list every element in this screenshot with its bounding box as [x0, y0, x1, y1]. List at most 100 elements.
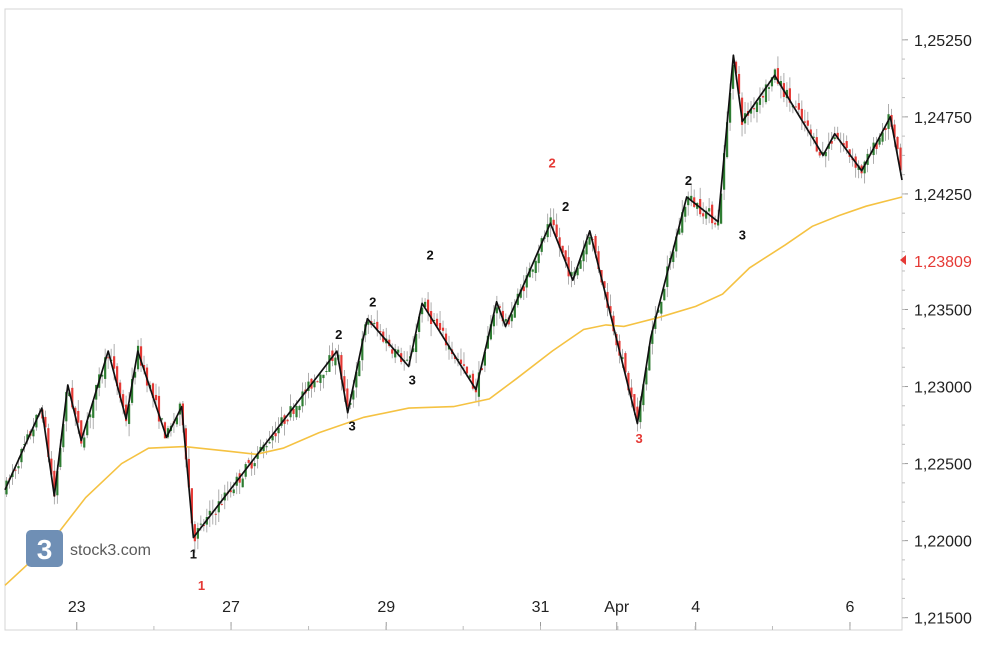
candle-body: [818, 151, 821, 156]
candle-body: [752, 108, 756, 110]
candle-body: [525, 275, 528, 288]
candle-body: [208, 510, 211, 515]
watermark-logo-glyph: 3: [37, 534, 53, 565]
candle-body: [116, 366, 119, 387]
candle-body: [648, 346, 651, 371]
candle-body: [501, 310, 504, 322]
candle-body: [65, 392, 68, 422]
candle-body: [286, 419, 289, 422]
candle-body: [80, 420, 83, 444]
candle-body: [582, 250, 585, 262]
candle-body: [722, 153, 726, 190]
candle-body: [492, 314, 495, 327]
y-tick-label: 1,24250: [914, 187, 972, 204]
candle-body: [421, 307, 424, 315]
candle-body: [17, 466, 20, 469]
candle-body: [690, 195, 693, 201]
wave-label: 2: [562, 199, 569, 214]
candle-body: [899, 147, 902, 171]
candle-body: [498, 306, 501, 308]
candle-body: [651, 330, 654, 344]
candle-body: [731, 64, 735, 89]
candle-body: [702, 213, 705, 217]
candle-body: [465, 366, 469, 374]
candle-body: [376, 321, 379, 330]
candle-body: [423, 301, 427, 307]
candle-body: [764, 84, 768, 103]
candle-body: [806, 120, 809, 126]
candle-body: [603, 281, 606, 289]
plot-frame: [4, 8, 903, 631]
candle-body: [555, 224, 558, 238]
candle-body: [415, 334, 418, 353]
candle-body: [588, 237, 591, 245]
candle-body: [489, 324, 492, 340]
candles-layer: [5, 56, 902, 553]
candle-body: [779, 80, 783, 87]
candle-body: [83, 437, 86, 448]
candle-body: [621, 357, 624, 360]
candle-body: [660, 301, 663, 314]
y-tick-label: 1,24750: [914, 110, 972, 127]
candle-body: [346, 388, 349, 407]
current-price-tag: 1,23809: [900, 254, 972, 271]
candle-body: [256, 453, 259, 459]
candle-body: [319, 374, 322, 383]
candle-body: [609, 306, 612, 314]
candle-body: [561, 245, 564, 253]
wave-label: 3: [349, 419, 356, 434]
wave-label: 2: [427, 247, 434, 262]
candle-body: [725, 122, 729, 158]
y-tick-label: 1,22000: [914, 534, 972, 551]
candle-body: [567, 257, 570, 277]
candle-body: [196, 528, 199, 539]
x-tick-label: Apr: [604, 599, 630, 616]
candle-body: [893, 124, 896, 138]
candle-body: [193, 524, 196, 542]
candle-body: [253, 463, 256, 467]
candle-body: [229, 490, 232, 493]
candle-body: [594, 235, 597, 254]
candle-body: [343, 376, 346, 392]
candle-body: [558, 237, 561, 248]
candle-body: [755, 102, 759, 112]
candle-body: [749, 108, 753, 114]
candle-body: [190, 488, 193, 524]
candle-body: [397, 349, 400, 353]
candle-body: [325, 371, 328, 373]
moving-average-line: [4, 196, 903, 586]
moving-average-layer: [4, 196, 903, 586]
candle-body: [633, 394, 636, 411]
candle-body: [537, 253, 540, 264]
candle-body: [124, 404, 128, 422]
wave-label: 3: [739, 228, 746, 243]
candle-body: [104, 357, 107, 379]
candle-body: [737, 73, 741, 94]
candle-body: [262, 444, 265, 452]
candle-body: [232, 489, 235, 494]
candle-body: [564, 250, 567, 262]
x-tick-label: 27: [222, 599, 240, 616]
x-tick-label: 4: [691, 599, 700, 616]
candle-body: [127, 404, 131, 424]
candle-body: [863, 161, 866, 174]
candle-body: [26, 434, 29, 441]
candle-body: [418, 316, 421, 333]
wave-labels-layer: 1 1 2 3 2 3 2 2 2 3 2 3: [190, 155, 746, 593]
x-tick-label: 23: [68, 599, 86, 616]
candle-body: [130, 378, 134, 403]
candle-body: [684, 206, 687, 217]
candle-body: [830, 141, 833, 144]
candle-body: [663, 288, 666, 301]
candle-body: [666, 266, 669, 288]
wave-label: 1: [198, 578, 205, 593]
candle-body: [113, 356, 116, 369]
candle-body: [71, 387, 74, 408]
candle-body: [154, 394, 158, 401]
candle-body: [352, 390, 355, 400]
candle-body: [32, 429, 35, 437]
candle-body: [101, 374, 104, 377]
candle-body: [797, 103, 800, 110]
candle-body: [151, 383, 155, 398]
